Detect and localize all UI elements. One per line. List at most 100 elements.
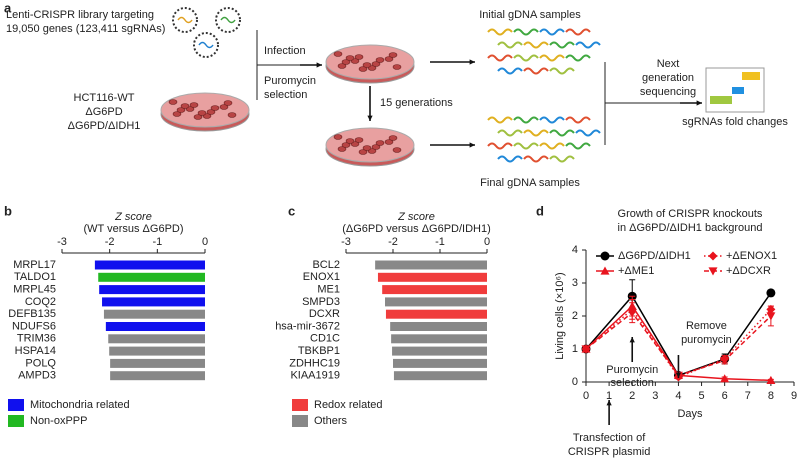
legend-label: Non-oxPPP [30,415,87,427]
marker [766,312,776,321]
cell [375,140,385,146]
annotation-arrow-head [629,337,635,343]
x-tick-label: 0 [583,390,589,402]
marker [600,266,610,275]
dna [497,155,523,163]
cell [345,55,355,61]
cell [371,61,381,67]
cell [392,64,402,70]
cell [337,146,347,152]
legend-label: +ΔDCXR [726,265,771,277]
step-label: Next [657,58,680,70]
y-tick-label: COQ2 [25,296,56,308]
cell [341,59,351,65]
y-tick-label: KIAA1919 [290,370,340,382]
dna [565,142,591,150]
legend-label: +ΔENOX1 [726,250,777,262]
bar [98,272,205,282]
legend-swatch [292,415,308,427]
dna [497,67,523,75]
x-tick-label: 6 [722,390,728,402]
cell [333,134,343,140]
y-tick-label: DEFB135 [8,308,56,320]
chart-title: in ΔG6PD/ΔIDH1 background [618,222,763,234]
cell [362,145,372,151]
step-label: Puromycin [264,75,316,87]
x-tick-label: 4 [675,390,681,402]
dna [487,28,513,36]
y-tick-label: MRPL45 [13,284,56,296]
y-tick-label: ENOX1 [303,271,340,283]
sample-label: Initial gDNA samples [479,9,581,21]
dish [325,127,415,163]
dna [539,116,565,124]
dna [487,142,513,150]
annotation-arrow-head [606,400,612,406]
x-tick-label: -1 [152,236,162,248]
cell [193,114,203,120]
cell [354,54,364,60]
annotation: CRISPR plasmid [568,446,651,458]
y-axis-label: Living cells (×10⁶) [554,272,566,359]
annotation-arrow-head [675,372,682,378]
legend-label: ΔG6PD/ΔIDH1 [618,250,691,262]
dna [565,28,591,36]
chart-title: Z score [397,211,435,223]
dna [497,41,523,49]
bar [109,346,205,356]
cell [375,57,385,63]
y-tick-label: 4 [572,244,578,256]
bar [108,334,205,344]
cell [384,56,394,62]
result-bar [710,96,732,104]
dna [513,116,539,124]
x-tick-label: -2 [388,236,398,248]
virus-rna [198,41,214,49]
bar [94,260,205,270]
library-text: 19,050 genes (123,411 sgRNAs) [6,23,165,35]
dna [523,41,549,49]
cell [384,139,394,145]
cell [388,135,398,141]
dna [539,28,565,36]
cell-line: ΔG6PD [85,106,122,118]
panel-letter: a [4,0,12,15]
bar [385,297,487,307]
cell [388,52,398,58]
virus-rna [177,16,193,24]
bar [103,309,205,319]
result-bar [732,87,744,94]
result-label: sgRNAs fold changes [682,116,788,128]
dna [523,129,549,137]
cell [337,63,347,69]
series-line [585,308,772,378]
chart-subtitle: (ΔG6PD versus ΔG6PD/IDH1) [342,223,491,235]
step-label: Infection [264,45,306,57]
y-tick-label: TALDO1 [14,271,56,283]
bar [391,334,487,344]
y-tick-label: ZDHHC19 [289,357,340,369]
y-tick-label: 3 [572,277,578,289]
dna [487,54,513,62]
dna [549,41,575,49]
marker [720,374,730,383]
cell [392,147,402,153]
dna [575,41,601,49]
cell [333,51,343,57]
y-tick-label: MRPL17 [13,259,56,271]
y-tick-label: AMPD3 [18,370,56,382]
sample-label: Final gDNA samples [480,177,580,189]
marker [766,375,776,384]
y-tick-label: ME1 [317,284,340,296]
bar [105,322,205,331]
virus-rna [220,16,236,24]
y-tick-label: BCL2 [312,259,340,271]
annotation: Transfection of [573,432,646,444]
panel-letter: c [288,203,295,218]
dna [565,116,591,124]
cell [358,149,368,155]
y-tick-label: 0 [572,376,578,388]
y-tick-label: SMPD3 [302,296,340,308]
cell-line: ΔG6PD/ΔIDH1 [68,120,141,132]
